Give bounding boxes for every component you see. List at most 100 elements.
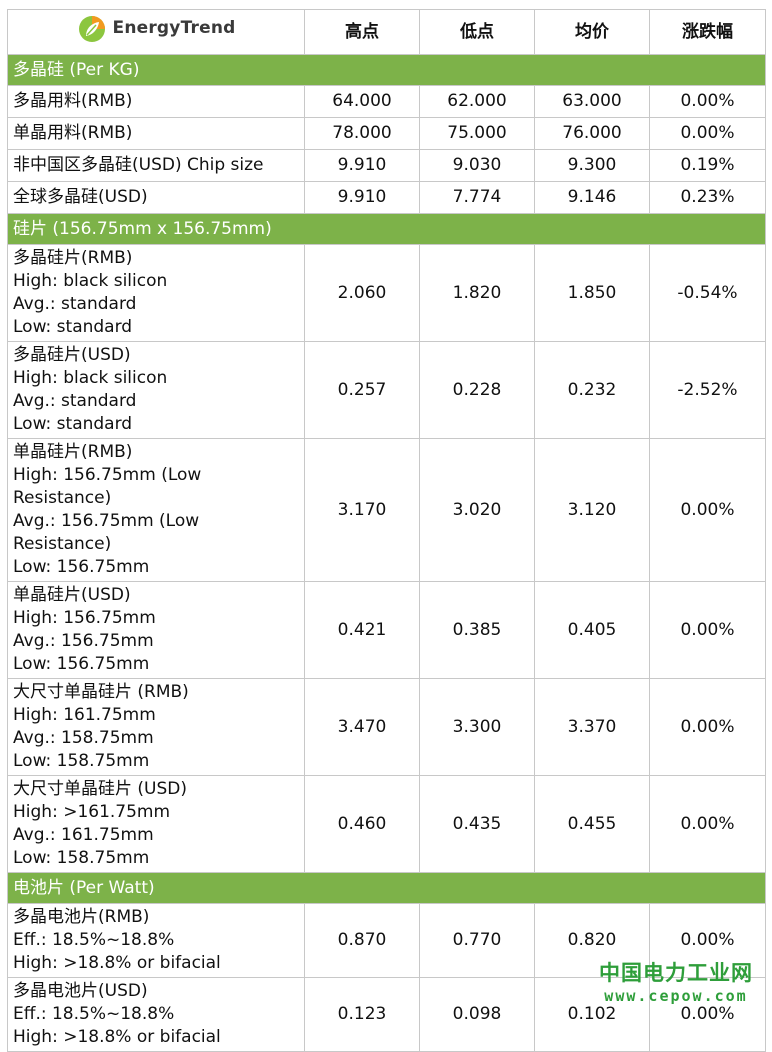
high-price-cell: 0.870 [304, 903, 420, 978]
product-name: 多晶硅片(RMB) [13, 248, 133, 268]
product-cell: 大尺寸单晶硅片 (USD) High: >161.75mm Avg.: 161.75… [7, 775, 305, 873]
product-spec-line: Low: 156.75mm [13, 654, 150, 674]
product-spec-line: Eff.: 18.5%~18.8% [13, 1004, 175, 1024]
product-cell: 大尺寸单晶硅片 (RMB) High: 161.75mm Avg.: 158.75m… [7, 678, 305, 776]
section-header-row: 硅片 (156.75mm x 156.75mm) [7, 213, 766, 245]
low-price-cell: 9.030 [419, 149, 535, 182]
product-spec-line: Eff.: 18.5%~18.8% [13, 930, 175, 950]
energytrend-leaf-icon [78, 15, 105, 42]
column-avg: 均价 [534, 9, 650, 55]
low-price-cell: 0.098 [419, 977, 535, 1052]
low-price-cell: 3.300 [419, 678, 535, 776]
product-cell: 全球多晶硅(USD) [7, 181, 305, 214]
product-name: 单晶硅片(RMB) [13, 442, 133, 462]
product-cell: 单晶用料(RMB) [7, 117, 305, 150]
product-name: 多晶硅片(USD) [13, 345, 131, 365]
section-title: 硅片 (156.75mm x 156.75mm) [7, 213, 766, 245]
table-header-row: EnergyTrend 高点 低点 均价 涨跌幅 [7, 9, 766, 55]
change-cell: 0.23% [649, 181, 766, 214]
product-spec-line: Avg.: 156.75mm [13, 631, 154, 651]
high-price-cell: 9.910 [304, 181, 420, 214]
product-spec-line: Avg.: standard [13, 391, 137, 411]
product-spec-line: High: black silicon [13, 368, 168, 388]
high-price-cell: 3.470 [304, 678, 420, 776]
product-cell: 多晶电池片(USD) Eff.: 18.5%~18.8% High: >18.8% … [7, 977, 305, 1052]
column-high: 高点 [304, 9, 420, 55]
column-change: 涨跌幅 [649, 9, 766, 55]
section-title: 电池片 (Per Watt) [7, 872, 766, 904]
product-spec-line: Avg.: standard [13, 294, 137, 314]
table-row: 多晶用料(RMB) 64.000 62.000 63.000 0.00% [7, 85, 766, 118]
product-name: 多晶电池片(USD) [13, 981, 148, 1001]
product-name: 多晶用料(RMB) [13, 91, 133, 111]
table-row: 大尺寸单晶硅片 (RMB) High: 161.75mm Avg.: 158.75m… [7, 678, 766, 776]
product-spec-line: Avg.: 158.75mm [13, 728, 154, 748]
avg-price-cell: 0.405 [534, 581, 650, 679]
product-spec-line: High: 156.75mm (Low Resistance) [13, 465, 202, 508]
high-price-cell: 64.000 [304, 85, 420, 118]
avg-price-cell: 3.370 [534, 678, 650, 776]
avg-price-cell: 0.232 [534, 341, 650, 439]
brand-logo: EnergyTrend [77, 14, 236, 44]
change-cell: -2.52% [649, 341, 766, 439]
table-row: 单晶硅片(RMB) High: 156.75mm (Low Resistance)… [7, 438, 766, 582]
watermark-url: www.cepow.com [604, 987, 748, 1005]
brand-name: EnergyTrend [112, 18, 236, 38]
product-spec-line: Low: 158.75mm [13, 848, 150, 868]
table-row: 大尺寸单晶硅片 (USD) High: >161.75mm Avg.: 161.75… [7, 775, 766, 873]
product-name: 多晶电池片(RMB) [13, 907, 150, 927]
table-row: 多晶电池片(RMB) Eff.: 18.5%~18.8% High: >18.8% … [7, 903, 766, 978]
avg-price-cell: 9.146 [534, 181, 650, 214]
product-spec-line: Low: standard [13, 317, 133, 337]
avg-price-cell: 1.850 [534, 244, 650, 342]
change-cell: 0.00% [649, 581, 766, 679]
low-price-cell: 75.000 [419, 117, 535, 150]
product-cell: 单晶硅片(RMB) High: 156.75mm (Low Resistance)… [7, 438, 305, 582]
watermark: 中国电力工业网 www.cepow.com [585, 960, 767, 1006]
low-price-cell: 1.820 [419, 244, 535, 342]
section-header-row: 多晶硅 (Per KG) [7, 54, 766, 86]
avg-price-cell: 3.120 [534, 438, 650, 582]
change-cell: 0.00% [649, 678, 766, 776]
change-cell: 0.00% [649, 903, 766, 978]
section-title: 多晶硅 (Per KG) [7, 54, 766, 86]
brand-cell: EnergyTrend [7, 9, 305, 55]
product-spec-line: Avg.: 156.75mm (Low Resistance) [13, 511, 200, 554]
low-price-cell: 0.385 [419, 581, 535, 679]
change-cell: 0.19% [649, 149, 766, 182]
change-cell: 0.00% [649, 117, 766, 150]
product-name: 单晶用料(RMB) [13, 123, 133, 143]
avg-price-cell: 63.000 [534, 85, 650, 118]
avg-price-cell: 0.820 [534, 903, 650, 978]
high-price-cell: 0.460 [304, 775, 420, 873]
product-spec-line: High: >161.75mm [13, 802, 171, 822]
table-row: 多晶硅片(RMB) High: black silicon Avg.: standa… [7, 244, 766, 342]
change-cell: 0.00% [649, 85, 766, 118]
product-name: 大尺寸单晶硅片 (RMB) [13, 682, 189, 702]
table-row: 单晶硅片(USD) High: 156.75mm Avg.: 156.75mm Low… [7, 581, 766, 679]
product-name: 大尺寸单晶硅片 (USD) [13, 779, 187, 799]
avg-price-cell: 9.300 [534, 149, 650, 182]
low-price-cell: 0.228 [419, 341, 535, 439]
high-price-cell: 0.257 [304, 341, 420, 439]
table-row: 单晶用料(RMB) 78.000 75.000 76.000 0.00% [7, 117, 766, 150]
change-cell: 0.00% [649, 775, 766, 873]
product-spec-line: High: black silicon [13, 271, 168, 291]
product-name: 非中国区多晶硅(USD) Chip size [13, 155, 264, 175]
product-cell: 多晶电池片(RMB) Eff.: 18.5%~18.8% High: >18.8% … [7, 903, 305, 978]
high-price-cell: 0.421 [304, 581, 420, 679]
avg-price-cell: 0.455 [534, 775, 650, 873]
low-price-cell: 62.000 [419, 85, 535, 118]
table-row: 非中国区多晶硅(USD) Chip size 9.910 9.030 9.300 0.1… [7, 149, 766, 182]
watermark-name: 中国电力工业网 [599, 961, 753, 985]
high-price-cell: 9.910 [304, 149, 420, 182]
product-name: 全球多晶硅(USD) [13, 187, 148, 207]
section-header-row: 电池片 (Per Watt) [7, 872, 766, 904]
table-row: 全球多晶硅(USD) 9.910 7.774 9.146 0.23% [7, 181, 766, 214]
product-spec-line: High: 156.75mm [13, 608, 156, 628]
table-row: 多晶硅片(USD) High: black silicon Avg.: standa… [7, 341, 766, 439]
product-spec-line: Avg.: 161.75mm [13, 825, 154, 845]
product-cell: 单晶硅片(USD) High: 156.75mm Avg.: 156.75mm Low… [7, 581, 305, 679]
product-spec-line: High: >18.8% or bifacial [13, 1027, 221, 1047]
product-cell: 多晶硅片(USD) High: black silicon Avg.: standa… [7, 341, 305, 439]
